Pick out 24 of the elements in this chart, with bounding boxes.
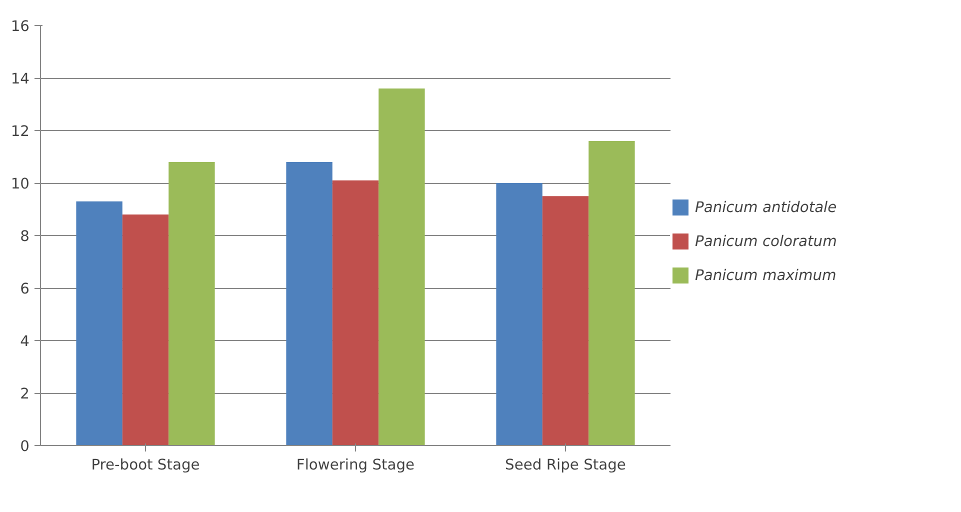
bar: [378, 88, 425, 446]
y-tick-label: 12: [10, 123, 30, 140]
y-tick-label: 6: [20, 280, 30, 298]
y-tick-label: 10: [10, 176, 30, 192]
legend-label: Panicum maximum: [695, 266, 836, 284]
bar: [542, 196, 589, 446]
bar: [286, 162, 332, 446]
bar: [168, 162, 215, 446]
legend-label: Panicum antidotale: [695, 198, 837, 216]
bar: [496, 183, 542, 446]
y-tick-label: 8: [20, 228, 30, 245]
y-tick-label: 16: [10, 18, 30, 35]
y-tick-label: 4: [20, 333, 30, 350]
bar: [122, 214, 169, 446]
y-tick-label: 0: [20, 438, 30, 455]
y-tick-label: 2: [20, 386, 30, 402]
x-tick-label: Pre-boot Stage: [91, 456, 200, 474]
bar: [332, 180, 379, 446]
legend-label: Panicum coloratum: [695, 232, 837, 250]
x-tick-label: Flowering Stage: [296, 456, 415, 474]
x-tick-label: Seed Ripe Stage: [505, 456, 626, 474]
bar: [76, 201, 122, 446]
y-tick-label: 14: [10, 70, 30, 88]
bar: [588, 141, 635, 446]
